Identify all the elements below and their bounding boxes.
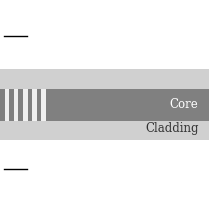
Bar: [18, 89, 23, 121]
Bar: [0, 89, 209, 121]
Bar: [37, 89, 41, 121]
Text: Core: Core: [170, 98, 199, 111]
Text: Cladding: Cladding: [145, 122, 199, 135]
Bar: [32, 89, 37, 121]
Bar: [14, 89, 18, 121]
Bar: [5, 89, 9, 121]
Bar: [0, 69, 209, 140]
Bar: [41, 89, 46, 121]
Bar: [9, 89, 14, 121]
Bar: [23, 89, 28, 121]
Bar: [0, 89, 5, 121]
Bar: [28, 89, 32, 121]
